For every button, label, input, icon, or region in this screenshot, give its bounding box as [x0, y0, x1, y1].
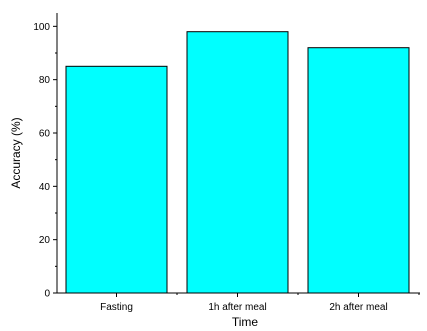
- bars-layer: [65, 31, 410, 294]
- y-tick-label-5: 100: [33, 22, 50, 33]
- x-axis-title: Time: [232, 315, 259, 329]
- y-axis-title: Accuracy (%): [9, 117, 23, 188]
- y-tick-label-2: 40: [39, 182, 51, 193]
- x-tick-label-1: 1h after meal: [208, 302, 266, 313]
- axes-layer: [56, 13, 420, 294]
- x-ticks-layer: Fasting 1h after meal 2h after meal: [100, 293, 420, 313]
- y-tick-label-1: 20: [39, 235, 51, 246]
- x-tick-label-2: 2h after meal: [329, 302, 387, 313]
- x-tick-label-0: Fasting: [100, 302, 133, 313]
- bar-0: [65, 65, 168, 294]
- y-tick-label-4: 80: [39, 75, 51, 86]
- bar-2: [307, 47, 410, 294]
- y-tick-label-3: 60: [39, 129, 51, 140]
- y-tick-label-0: 0: [44, 289, 50, 300]
- y-ticks-layer: 0 20 40 60 80 100: [33, 22, 57, 300]
- bar-1: [186, 31, 289, 294]
